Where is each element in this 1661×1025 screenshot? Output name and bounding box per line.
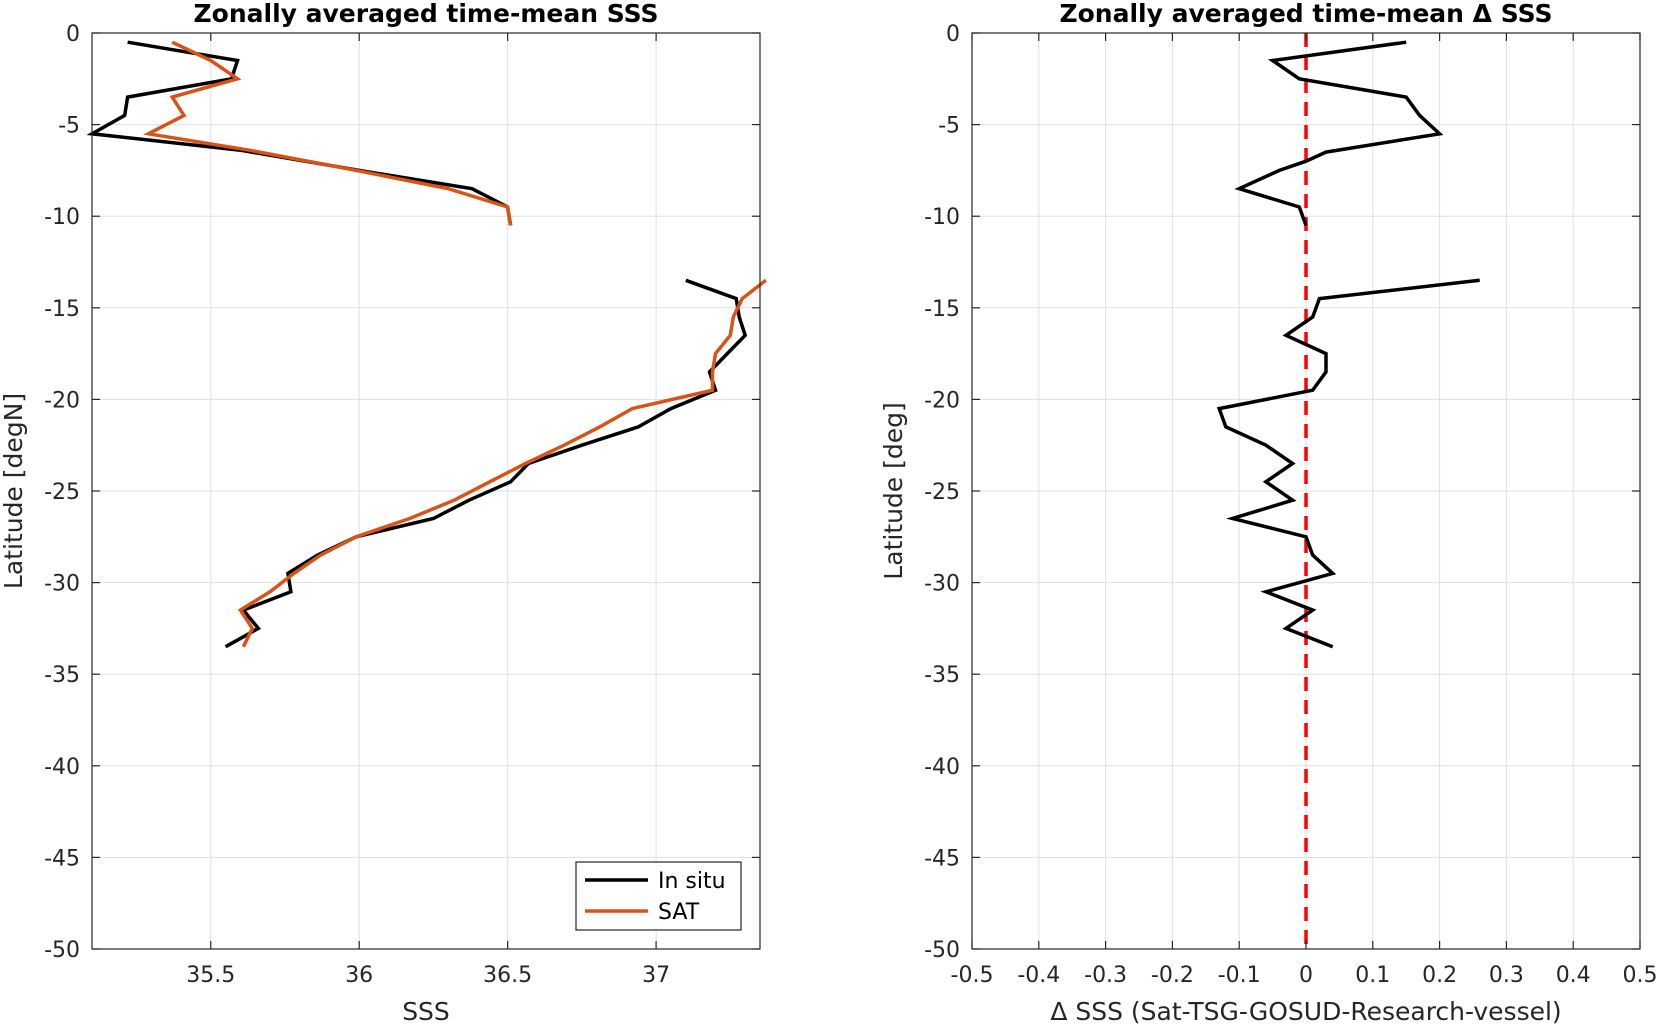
sss-sat-line-segment-0 [142, 40, 513, 226]
sss-y-tick-label: -45 [44, 846, 80, 871]
delta-sss-y-tick-label: -50 [924, 938, 960, 963]
sss-y-tick-label: 0 [66, 22, 80, 47]
delta-sss-x-tick-label: 0.1 [1355, 963, 1390, 988]
sss-ticks: 0 -5 -10 -15 -20 -25 -30 -35 -40 -45 -50 35.5 36 36.5… [44, 22, 760, 988]
delta-sss-x-tick-label: -0.2 [1151, 963, 1194, 988]
sss-y-tick-label: -50 [44, 938, 80, 963]
legend-sat-label: SAT [658, 900, 700, 925]
sss-y-tick-label: -35 [44, 663, 80, 688]
sss-x-tick-label: 36.5 [483, 963, 532, 988]
delta-sss-chart-title: Zonally averaged time-mean Δ SSS [1060, 0, 1553, 28]
sss-grid [92, 33, 760, 949]
delta-sss-x-axis-label: Δ SSS (Sat-TSG-GOSUD-Research-vessel) [1050, 997, 1561, 1025]
sss-y-tick-label: -20 [44, 388, 80, 413]
delta-sss-grid [972, 33, 1640, 949]
sss-x-axis-label: SSS [402, 997, 450, 1025]
delta-sss-x-tick-label: -0.5 [951, 963, 994, 988]
sss-y-tick-label: -10 [44, 205, 80, 230]
delta-sss-x-tick-label: 0.5 [1623, 963, 1658, 988]
sss-x-tick-label: 36 [345, 963, 373, 988]
delta-sss-y-tick-label: -25 [924, 480, 960, 505]
delta-sss-x-tick-label: 0.4 [1556, 963, 1591, 988]
sss-y-tick-label: -40 [44, 755, 80, 780]
delta-sss-y-tick-label: -15 [924, 297, 960, 322]
legend-in-situ-label: In situ [658, 869, 726, 894]
delta-sss-y-tick-label: -35 [924, 663, 960, 688]
sss-panel: 0 -5 -10 -15 -20 -25 -30 -35 -40 -45 -50 35.5 36 36.5… [0, 0, 767, 1025]
legend: In situ SAT [575, 861, 742, 931]
delta-sss-x-tick-label: 0.2 [1422, 963, 1457, 988]
delta-sss-x-tick-label: -0.4 [1017, 963, 1060, 988]
sss-x-tick-label: 35.5 [186, 963, 235, 988]
delta-sss-x-tick-label: -0.1 [1218, 963, 1261, 988]
sss-y-tick-label: -15 [44, 297, 80, 322]
delta-sss-y-tick-label: -40 [924, 755, 960, 780]
sss-sat-line-segment-1 [237, 278, 767, 648]
delta-sss-x-tick-label: -0.3 [1084, 963, 1127, 988]
delta-sss-y-axis-label: Latitude [deg] [879, 402, 908, 579]
delta-sss-lines [1216, 40, 1480, 649]
delta-sss-panel: 0 -5 -10 -15 -20 -25 -30 -35 -40 -45 -50-0.5 -0.4 -0… [879, 0, 1658, 1025]
delta-sss-ticks: 0 -5 -10 -15 -20 -25 -30 -35 -40 -45 -50-0.5 -0.4 -0… [924, 22, 1657, 988]
sss-x-tick-label: 37 [642, 963, 670, 988]
delta-sss-x-tick-label: 0.3 [1489, 963, 1524, 988]
delta-sss-series-line-segment-1 [1216, 278, 1480, 649]
delta-sss-x-tick-label: 0 [1299, 963, 1313, 988]
delta-sss-y-tick-label: -45 [924, 846, 960, 871]
sss-y-tick-label: -5 [58, 114, 80, 139]
sss-y-tick-label: -30 [44, 572, 80, 597]
delta-sss-y-tick-label: -30 [924, 572, 960, 597]
legend-box [575, 861, 742, 931]
sss-y-axis-label: Latitude [degN] [0, 393, 28, 589]
delta-sss-y-tick-label: -5 [938, 114, 960, 139]
delta-sss-series-line-segment-0 [1234, 40, 1444, 226]
delta-sss-y-tick-label: -10 [924, 205, 960, 230]
delta-sss-y-tick-label: 0 [946, 22, 960, 47]
delta-sss-y-tick-label: -20 [924, 388, 960, 413]
sss-chart-title: Zonally averaged time-mean SSS [194, 0, 659, 28]
sss-y-tick-label: -25 [44, 480, 80, 505]
